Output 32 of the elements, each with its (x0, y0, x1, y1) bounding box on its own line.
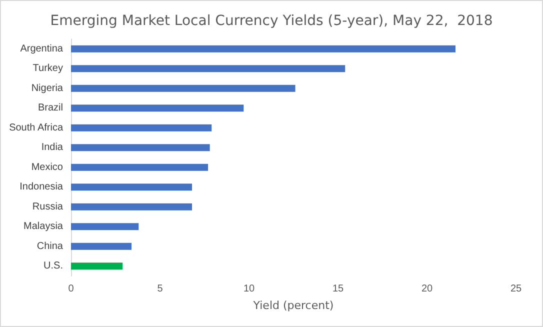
bar (71, 45, 456, 52)
x-axis-title: Yield (percent) (252, 299, 334, 312)
bar (71, 124, 212, 132)
bar (71, 144, 210, 152)
bar (71, 184, 192, 191)
bar (71, 84, 296, 92)
bar (71, 223, 139, 230)
y-tick-label: Malaysia (24, 221, 64, 232)
y-tick-label: Nigeria (31, 82, 64, 94)
x-tick-label: 10 (243, 284, 255, 294)
bar (71, 65, 346, 72)
bar (71, 104, 244, 112)
bar (71, 203, 192, 210)
y-tick-label: South Africa (9, 122, 64, 134)
x-tick-label: 0 (68, 284, 74, 294)
bar (71, 164, 208, 171)
bar (71, 262, 123, 270)
y-tick-label: Argentina (20, 43, 64, 54)
y-tick-label: Brazil (38, 102, 63, 114)
x-tick-label: 15 (332, 284, 344, 294)
y-tick-label: India (41, 142, 64, 154)
y-tick-label: U.S. (44, 260, 63, 272)
x-tick-label: 25 (510, 284, 522, 294)
y-tick-label: China (36, 240, 64, 252)
y-tick-label: Indonesia (20, 182, 64, 193)
y-tick-label: Russia (32, 201, 64, 212)
y-tick-label: Mexico (31, 162, 64, 173)
x-tick-label: 20 (421, 284, 433, 294)
bar (71, 242, 132, 250)
x-tick-label: 5 (157, 284, 164, 294)
chart-title: Emerging Market Local Currency Yields (5-year), May 22, 2018 (50, 13, 493, 29)
y-tick-label: Turkey (32, 63, 63, 74)
